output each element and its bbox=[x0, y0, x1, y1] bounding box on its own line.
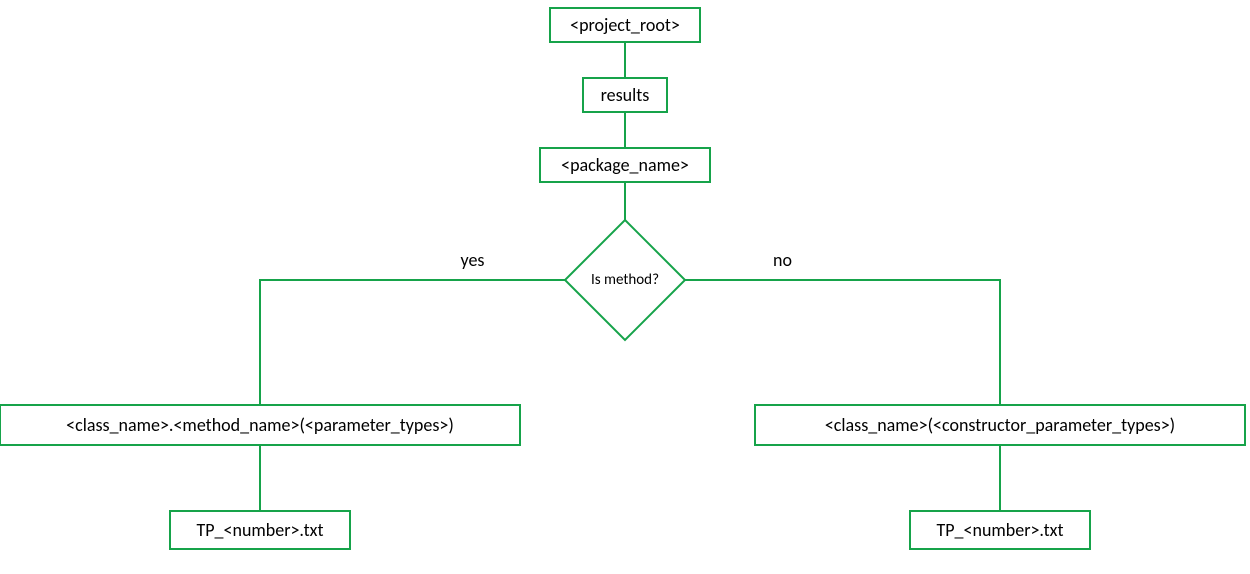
node-method-label: <class_name>.<method_name>(<parameter_ty… bbox=[66, 414, 454, 436]
node-package: <package_name> bbox=[540, 148, 710, 182]
branch-label-no: no bbox=[773, 249, 792, 271]
edge-decision-yes bbox=[260, 280, 565, 405]
node-results-label: results bbox=[601, 84, 650, 106]
node-package-label: <package_name> bbox=[561, 154, 689, 176]
node-constructor: <class_name>(<constructor_parameter_type… bbox=[755, 405, 1245, 445]
node-tp-right-label: TP_<number>.txt bbox=[936, 519, 1063, 541]
node-decision-label: Is method? bbox=[591, 271, 659, 289]
node-results: results bbox=[583, 78, 667, 112]
flowchart-diagram: <project_root>results <package_name> Is me… bbox=[0, 0, 1250, 574]
node-tp-left: TP_<number>.txt bbox=[170, 511, 350, 549]
node-project-root-label: <project_root> bbox=[570, 14, 680, 36]
node-tp-right: TP_<number>.txt bbox=[910, 511, 1090, 549]
node-tp-left-label: TP_<number>.txt bbox=[196, 519, 323, 541]
node-constructor-label: <class_name>(<constructor_parameter_type… bbox=[825, 414, 1175, 436]
branch-label-yes: yes bbox=[461, 249, 485, 271]
edge-decision-no bbox=[685, 280, 1000, 405]
node-project-root: <project_root> bbox=[550, 8, 700, 42]
node-decision: Is method? bbox=[565, 220, 685, 340]
node-method: <class_name>.<method_name>(<parameter_ty… bbox=[0, 405, 520, 445]
